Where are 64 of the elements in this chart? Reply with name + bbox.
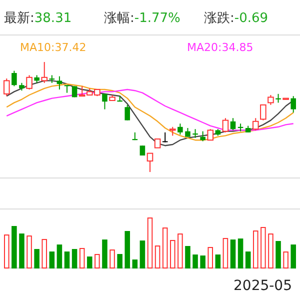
bar — [94, 254, 100, 268]
bar — [26, 236, 32, 268]
bar — [178, 234, 183, 268]
candlestick — [268, 94, 274, 106]
candlestick — [56, 76, 62, 90]
bar — [49, 252, 55, 268]
bar — [86, 256, 92, 268]
bar — [110, 250, 115, 268]
bar — [222, 238, 228, 268]
bar — [276, 241, 281, 268]
candlestick — [26, 74, 32, 90]
candlestick — [207, 128, 214, 141]
text: 最新:38.31 — [4, 11, 72, 26]
candlestick — [12, 70, 17, 87]
bar — [290, 244, 296, 268]
candlestick — [124, 104, 130, 121]
bar — [192, 254, 198, 268]
candlestick — [222, 118, 229, 133]
bar — [64, 252, 70, 268]
candlestick — [178, 123, 183, 136]
text: MA10:37.42 — [20, 41, 86, 54]
candlestick — [200, 130, 206, 142]
bar — [185, 246, 190, 268]
bar — [4, 234, 10, 268]
bar — [238, 238, 244, 268]
candlestick — [290, 96, 296, 114]
bar — [34, 249, 40, 268]
bar — [140, 240, 146, 268]
candlestick — [192, 128, 198, 138]
bar — [102, 240, 108, 268]
bar — [147, 218, 153, 268]
bar — [124, 231, 130, 268]
bar — [230, 240, 236, 268]
candlestick — [252, 118, 259, 131]
candlestick — [146, 152, 154, 172]
bar — [56, 244, 62, 268]
bar — [117, 254, 122, 268]
bar — [245, 252, 251, 268]
bar — [132, 260, 138, 268]
bar — [72, 249, 78, 268]
text: 涨幅:-1.77% — [104, 11, 180, 26]
bar — [12, 226, 17, 268]
bar — [260, 227, 266, 268]
bar — [19, 234, 24, 268]
text: 2025-05 — [234, 278, 292, 294]
bar — [200, 256, 206, 268]
bar — [252, 230, 258, 268]
text: 涨跌:-0.69 — [204, 11, 268, 26]
bar — [154, 246, 160, 268]
bar — [170, 240, 176, 268]
candlestick — [41, 62, 48, 84]
candlestick — [162, 132, 168, 143]
candlestick — [230, 118, 236, 131]
bar — [79, 248, 85, 268]
bar — [268, 234, 274, 268]
bar — [208, 247, 214, 268]
text: MA20:34.85 — [187, 41, 254, 54]
bar — [215, 254, 221, 268]
bar — [162, 228, 168, 268]
candlestick — [260, 104, 266, 121]
candlestick — [102, 93, 108, 110]
bar — [42, 239, 48, 268]
bar — [283, 252, 288, 268]
candlestick — [4, 78, 10, 97]
